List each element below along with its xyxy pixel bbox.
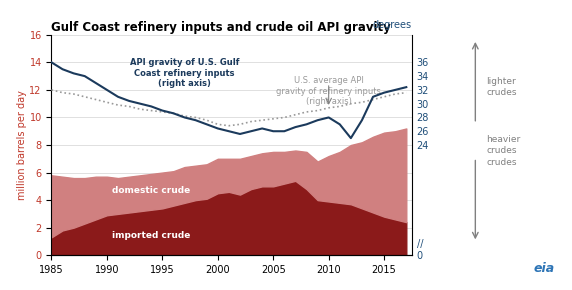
Text: lighter
crudes: lighter crudes (486, 77, 517, 97)
Text: imported crude: imported crude (112, 231, 190, 240)
Y-axis label: million barrels per day: million barrels per day (17, 90, 27, 200)
Text: U.S. average API
gravity of refinery inputs
(right axis): U.S. average API gravity of refinery inp… (276, 76, 381, 106)
Text: domestic crude: domestic crude (112, 186, 190, 195)
Text: degrees: degrees (373, 20, 412, 30)
Text: API gravity of U.S. Gulf
Coast refinery inputs
(right axis): API gravity of U.S. Gulf Coast refinery … (130, 58, 239, 88)
Text: heavier
crudes
crudes: heavier crudes crudes (486, 135, 521, 167)
Text: Gulf Coast refinery inputs and crude oil API gravity: Gulf Coast refinery inputs and crude oil… (51, 21, 391, 34)
Text: eia: eia (534, 262, 555, 275)
